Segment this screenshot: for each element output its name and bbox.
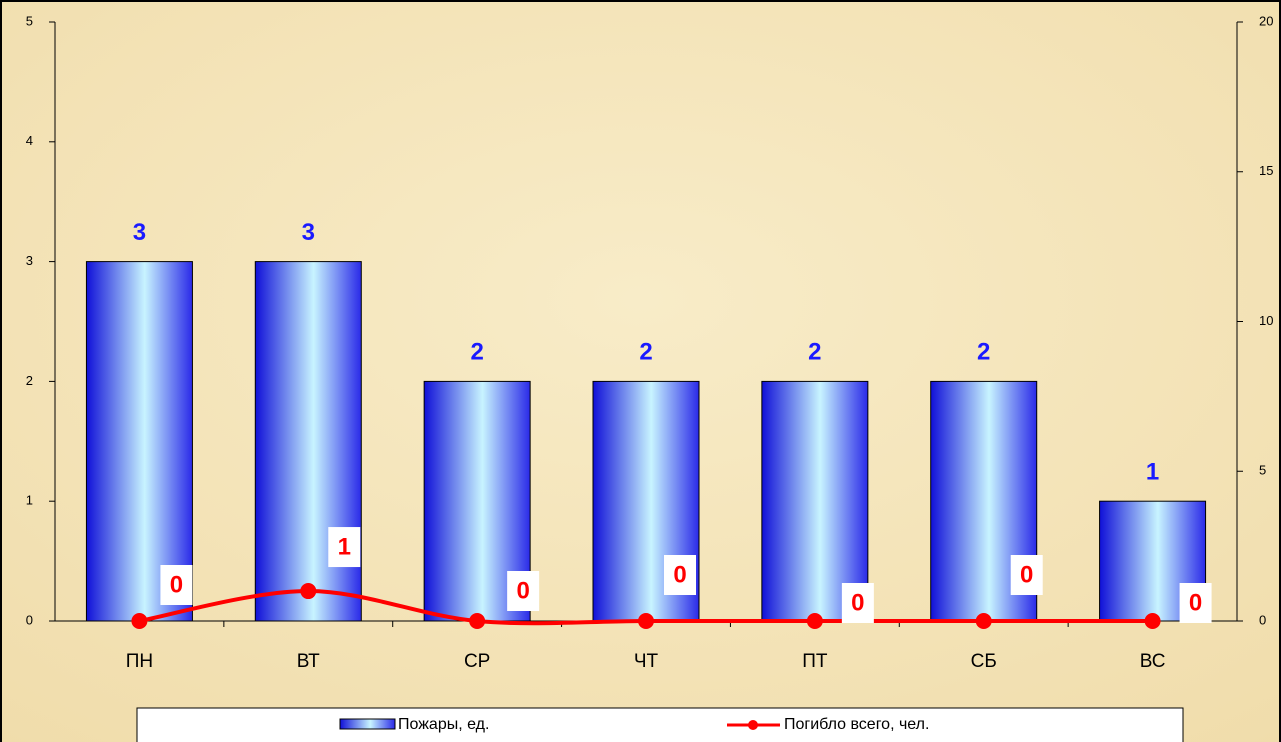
line-point (1144, 613, 1161, 629)
x-tick-label: ПН (126, 651, 153, 672)
y-tick-label: 3 (26, 253, 33, 268)
y2-tick-label: 5 (1259, 463, 1266, 478)
line-value-label: 0 (1189, 589, 1202, 616)
line-point (469, 613, 486, 629)
y2-tick-label: 20 (1259, 13, 1273, 28)
line-value-label: 0 (516, 577, 529, 604)
bar-value-label: 2 (639, 339, 652, 366)
y-tick-label: 5 (26, 13, 33, 28)
line-point (975, 613, 992, 629)
line-value-label: 0 (1020, 561, 1033, 588)
bar-value-label: 3 (302, 219, 315, 246)
label-box (1179, 583, 1212, 623)
legend-box (136, 707, 1184, 742)
label-box (328, 527, 361, 568)
bar-value-label: 3 (133, 219, 146, 246)
legend-marker (748, 720, 758, 730)
y-tick-label: 4 (26, 133, 33, 148)
legend-label: Погибло всего, чел. (784, 716, 929, 733)
line-value-label: 0 (170, 571, 183, 598)
bar (85, 261, 193, 622)
y-tick-label: 0 (26, 612, 33, 627)
legend-swatch (339, 718, 396, 730)
y-tick-label: 1 (26, 493, 33, 508)
x-tick-label: СБ (971, 651, 997, 672)
line-value-label: 0 (851, 589, 864, 616)
x-tick-label: ВС (1140, 651, 1166, 672)
x-tick-label: ВТ (297, 651, 320, 672)
bar-value-label: 2 (808, 339, 821, 366)
y2-tick-label: 10 (1259, 313, 1273, 328)
label-box (160, 565, 193, 605)
y-tick-label: 2 (26, 373, 33, 388)
x-tick-label: СР (464, 651, 490, 672)
y2-tick-label: 15 (1259, 163, 1273, 178)
x-tick-label: ПТ (802, 651, 828, 672)
line-point (300, 583, 317, 600)
bar (761, 380, 869, 622)
line-point (806, 613, 823, 629)
y2-tick-label: 0 (1259, 612, 1266, 627)
bar-value-label: 2 (470, 339, 483, 366)
label-box (841, 583, 874, 623)
line-value-label: 1 (338, 533, 351, 560)
bar (254, 261, 362, 622)
legend-label: Пожары, ед. (398, 716, 489, 733)
label-box (664, 555, 696, 595)
x-tick-label: ЧТ (634, 651, 659, 672)
label-box (507, 571, 540, 611)
bar-value-label: 1 (1146, 459, 1159, 486)
line-value-label: 0 (673, 561, 686, 588)
line-point (131, 613, 148, 629)
line-point (638, 613, 654, 629)
label-box (1010, 555, 1043, 595)
bar-value-label: 2 (977, 339, 990, 366)
